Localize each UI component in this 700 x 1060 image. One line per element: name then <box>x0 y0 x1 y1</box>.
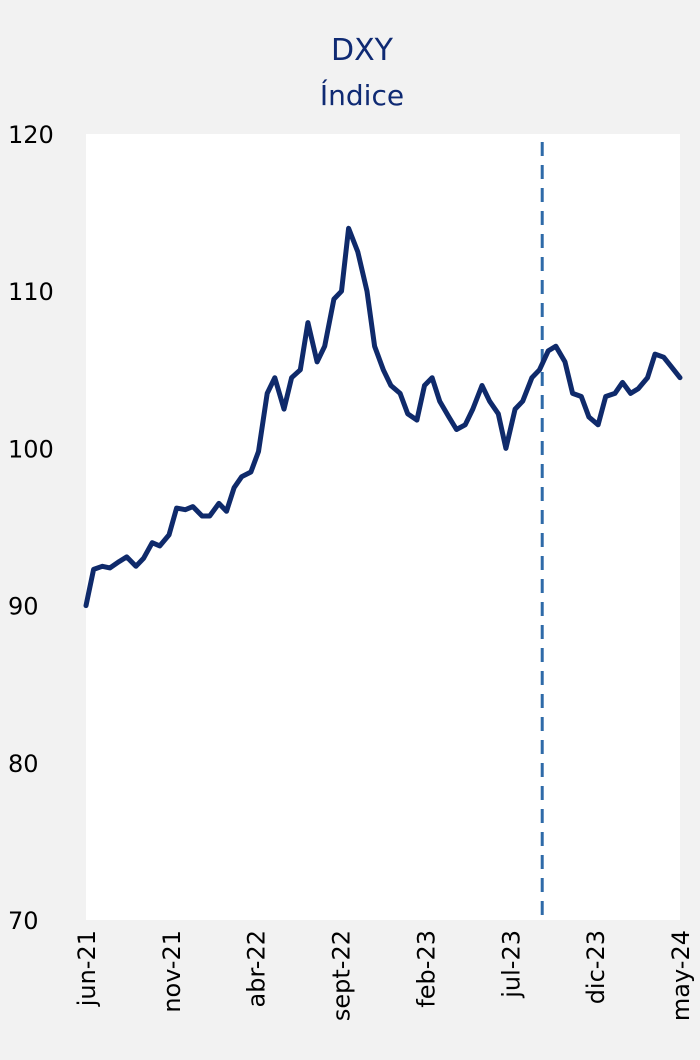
data-point <box>133 564 138 569</box>
data-point <box>372 344 377 349</box>
data-point <box>272 375 277 380</box>
data-point <box>463 422 468 427</box>
data-point <box>553 344 558 349</box>
data-point <box>678 375 682 380</box>
chart-subtitle: Índice <box>320 78 404 112</box>
data-point <box>546 348 551 353</box>
y-tick-label: 70 <box>8 907 39 935</box>
data-point <box>496 411 501 416</box>
data-point <box>446 414 451 419</box>
data-point <box>298 367 303 372</box>
data-point <box>91 567 96 572</box>
data-point <box>141 556 146 561</box>
data-point <box>289 375 294 380</box>
data-point <box>596 422 601 427</box>
x-tick-label: abr-22 <box>243 930 271 1007</box>
data-point <box>256 449 261 454</box>
x-tick-label: feb-23 <box>412 930 440 1008</box>
y-tick-label: 120 <box>8 121 54 149</box>
data-point <box>579 394 584 399</box>
data-point <box>405 411 410 416</box>
data-point <box>183 507 188 512</box>
data-point <box>414 418 419 423</box>
x-tick-label: dic-23 <box>582 930 610 1004</box>
data-point <box>669 364 674 369</box>
y-axis: 120 110 100 90 80 70 <box>8 121 54 935</box>
x-tick-label: jun-21 <box>73 930 101 1007</box>
data-point <box>200 513 205 518</box>
data-point <box>454 427 459 432</box>
data-point <box>239 474 244 479</box>
data-point <box>315 359 320 364</box>
x-tick-label: may-24 <box>667 930 695 1021</box>
data-point <box>520 399 525 404</box>
data-point <box>248 469 253 474</box>
data-point <box>398 391 403 396</box>
data-point <box>355 249 360 254</box>
chart-title: DXY <box>331 33 394 68</box>
data-point <box>388 383 393 388</box>
data-point <box>603 394 608 399</box>
data-point <box>422 383 427 388</box>
data-point <box>150 540 155 545</box>
data-point <box>124 554 129 559</box>
x-tick-label: jul-23 <box>497 930 525 999</box>
x-tick-label: nov-21 <box>158 930 186 1013</box>
data-point <box>645 375 650 380</box>
data-point <box>84 603 88 608</box>
plot-area <box>86 134 680 920</box>
data-point <box>620 380 625 385</box>
data-point <box>364 289 369 294</box>
data-point <box>322 344 327 349</box>
data-point <box>562 359 567 364</box>
x-axis: jun-21 nov-21 abr-22 sept-22 feb-23 jul-23 dic… <box>73 930 695 1021</box>
data-point <box>339 289 344 294</box>
y-tick-label: 110 <box>8 278 54 306</box>
y-tick-label: 100 <box>8 435 54 463</box>
data-point <box>305 320 310 325</box>
data-point <box>570 391 575 396</box>
data-point <box>117 559 122 564</box>
data-point <box>232 485 237 490</box>
data-point <box>653 352 658 357</box>
data-point <box>636 386 641 391</box>
data-point <box>207 513 212 518</box>
data-point <box>282 407 286 412</box>
data-point <box>224 509 229 514</box>
data-point <box>331 297 336 302</box>
data-point <box>487 399 492 404</box>
data-point <box>216 501 221 506</box>
data-point <box>612 391 617 396</box>
data-point <box>190 504 195 509</box>
data-point <box>157 543 162 548</box>
data-point <box>265 391 270 396</box>
series-group <box>83 225 683 609</box>
data-point <box>529 375 534 380</box>
y-tick-label: 80 <box>8 750 39 778</box>
data-point <box>537 367 542 372</box>
data-point <box>628 391 633 396</box>
data-point <box>437 399 442 404</box>
data-point <box>503 446 508 451</box>
data-point <box>381 367 386 372</box>
data-point <box>470 407 475 412</box>
data-point <box>586 414 591 419</box>
x-tick-label: sept-22 <box>328 930 356 1021</box>
data-point <box>346 226 351 231</box>
data-point <box>100 564 105 569</box>
data-point <box>174 506 179 511</box>
data-point <box>107 565 112 570</box>
data-point <box>480 383 484 388</box>
data-point <box>513 407 518 412</box>
data-point <box>430 375 435 380</box>
data-point <box>661 355 666 360</box>
y-tick-label: 90 <box>8 593 39 621</box>
data-point <box>166 532 171 537</box>
